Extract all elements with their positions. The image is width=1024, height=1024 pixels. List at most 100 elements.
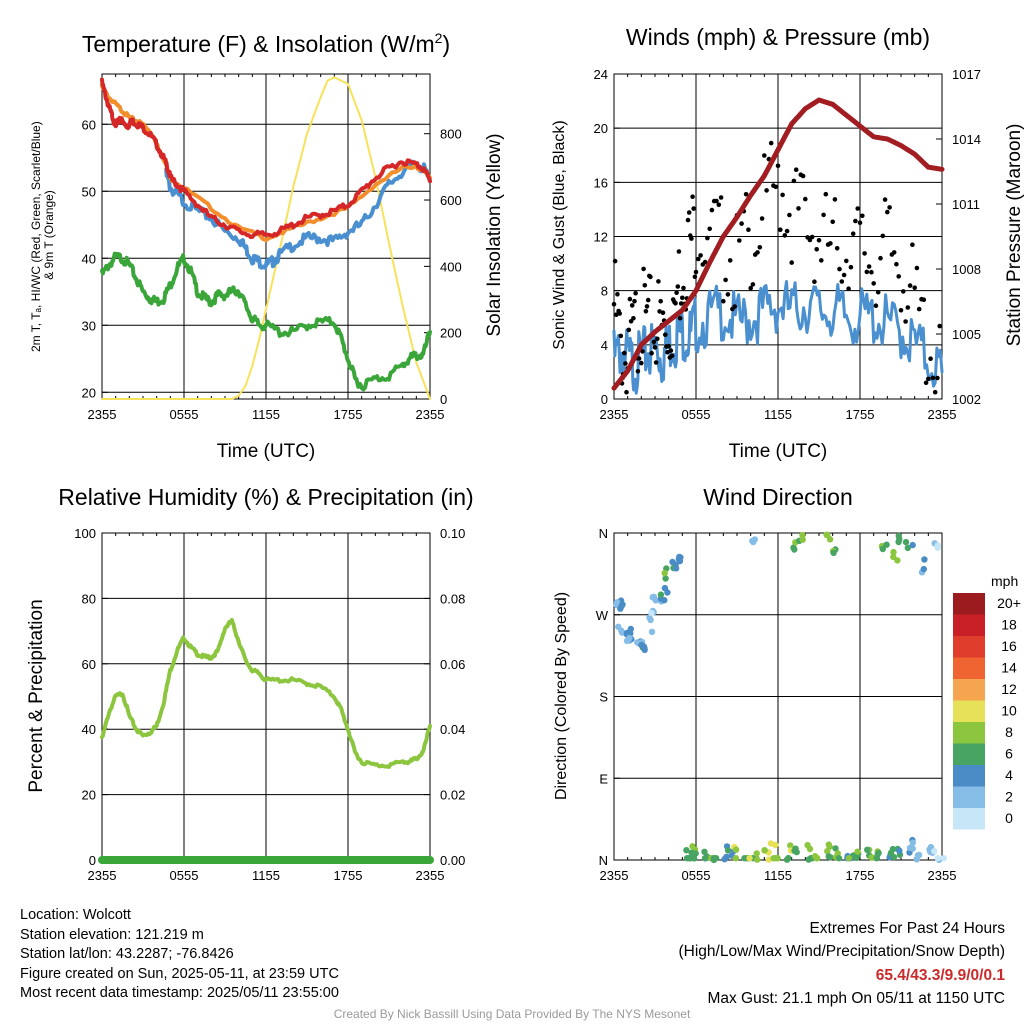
direction-point [790, 544, 797, 551]
gust-point [692, 274, 698, 280]
gust-point [656, 279, 661, 284]
direction-point [688, 849, 695, 856]
direction-point [664, 589, 671, 596]
gust-point [678, 301, 684, 306]
direction-point [613, 599, 621, 606]
direction-point [787, 842, 794, 849]
gust-point [816, 238, 822, 243]
temperature-panel-title: Temperature (F) & Insolation (W/m2) [82, 30, 450, 57]
direction-point [934, 855, 941, 862]
gust-point [866, 264, 872, 269]
direction-point [854, 848, 861, 855]
wind-x-tick-label: 1755 [846, 407, 875, 422]
gust-point [727, 258, 733, 263]
temperature-y-tick-label: 40 [82, 251, 96, 266]
gust-point [632, 298, 637, 304]
wind-y-tick-label: 4 [601, 338, 608, 353]
gust-point [665, 350, 670, 355]
direction-point [648, 609, 655, 617]
colorbar-label: 18 [1001, 617, 1017, 633]
station-latlon: Station lat/lon: 43.2287; -76.8426 [20, 946, 234, 963]
gust-point [837, 266, 842, 272]
direction-point [732, 855, 740, 862]
precip-y2-tick-label: 0.00 [440, 853, 465, 868]
gust-point [778, 227, 783, 232]
gust-point [841, 272, 847, 278]
wind-y-tick-label: 16 [594, 175, 608, 190]
gust-point [718, 195, 724, 200]
direction-y-tick-label: W [596, 608, 609, 623]
colorbar-swatch [953, 679, 985, 701]
gust-point [891, 250, 897, 255]
gust-point [873, 303, 879, 309]
gust-point [690, 194, 695, 199]
wind-y-tick-label: 8 [601, 284, 608, 299]
gust-point [864, 269, 870, 275]
direction-point [931, 848, 938, 855]
direction-point [804, 841, 811, 849]
extremes-legend: (High/Low/Max Wind/Precipitation/Snow De… [678, 943, 1006, 961]
gust-point [658, 298, 663, 304]
direction-point [799, 531, 806, 539]
direction-point [648, 628, 656, 635]
pressure-y2-tick-label: 1014 [952, 132, 981, 147]
direction-point [832, 845, 839, 852]
direction-point [761, 847, 768, 854]
direction-point [712, 855, 720, 862]
gust-point [669, 353, 675, 359]
humidity-y-tick-label: 100 [74, 526, 96, 541]
direction-point [890, 553, 897, 561]
direction-point [732, 846, 740, 853]
gust-point [821, 212, 826, 218]
colorbar-swatch [953, 700, 985, 722]
direction-point [889, 845, 897, 853]
gust-point [885, 209, 890, 215]
direction-point [623, 637, 631, 645]
wind-panel-title: Winds (mph) & Pressure (mb) [626, 24, 930, 50]
gust-point [631, 316, 636, 321]
precip-y2-tick-label: 0.06 [440, 657, 465, 672]
gust-point [668, 348, 674, 353]
gust-point [932, 389, 938, 395]
insolation-y2-tick-label: 600 [440, 193, 462, 208]
gust-point [894, 261, 899, 267]
gust-point [848, 264, 854, 270]
gust-point [800, 173, 806, 179]
gust-point [623, 361, 628, 366]
colorbar-swatch [953, 636, 985, 658]
gust-point [633, 290, 638, 296]
gust-point [930, 375, 936, 381]
wind-y-tick-label: 12 [594, 230, 608, 245]
direction-point [685, 855, 693, 862]
direction-x-tick-label: 1755 [846, 868, 875, 883]
gust-point [750, 282, 756, 287]
humidity-y-tick-label: 40 [82, 722, 96, 737]
gust-point [649, 350, 654, 356]
direction-point [940, 855, 947, 862]
gust-point [782, 233, 788, 238]
gust-point [732, 304, 737, 309]
gust-point [723, 277, 728, 283]
gust-point [871, 281, 876, 286]
gust-point [677, 315, 683, 321]
direction-x-tick-label: 0555 [682, 868, 711, 883]
gust-point [655, 336, 660, 342]
gust-point [857, 220, 863, 225]
gust-point [832, 197, 838, 202]
direction-point [770, 855, 777, 862]
gust-point [869, 269, 874, 275]
wind-ylabel: Sonic Wind & Gust (Blue, Black) [551, 120, 568, 349]
colorbar-label: 10 [1001, 703, 1017, 719]
gust-point [839, 279, 845, 284]
direction-point [864, 846, 871, 853]
gust-point [875, 289, 881, 295]
gust-point [903, 319, 908, 324]
gust-point [686, 210, 692, 215]
temperature-y-tick-label: 50 [82, 184, 96, 199]
direction-point [669, 558, 676, 566]
direction-x-tick-label: 1155 [764, 868, 792, 883]
colorbar-label: 14 [1001, 660, 1017, 676]
extremes-values: 65.4/43.3/9.9/0/0.1 [875, 966, 1005, 984]
gust-point [645, 297, 651, 303]
direction-point [785, 855, 792, 862]
